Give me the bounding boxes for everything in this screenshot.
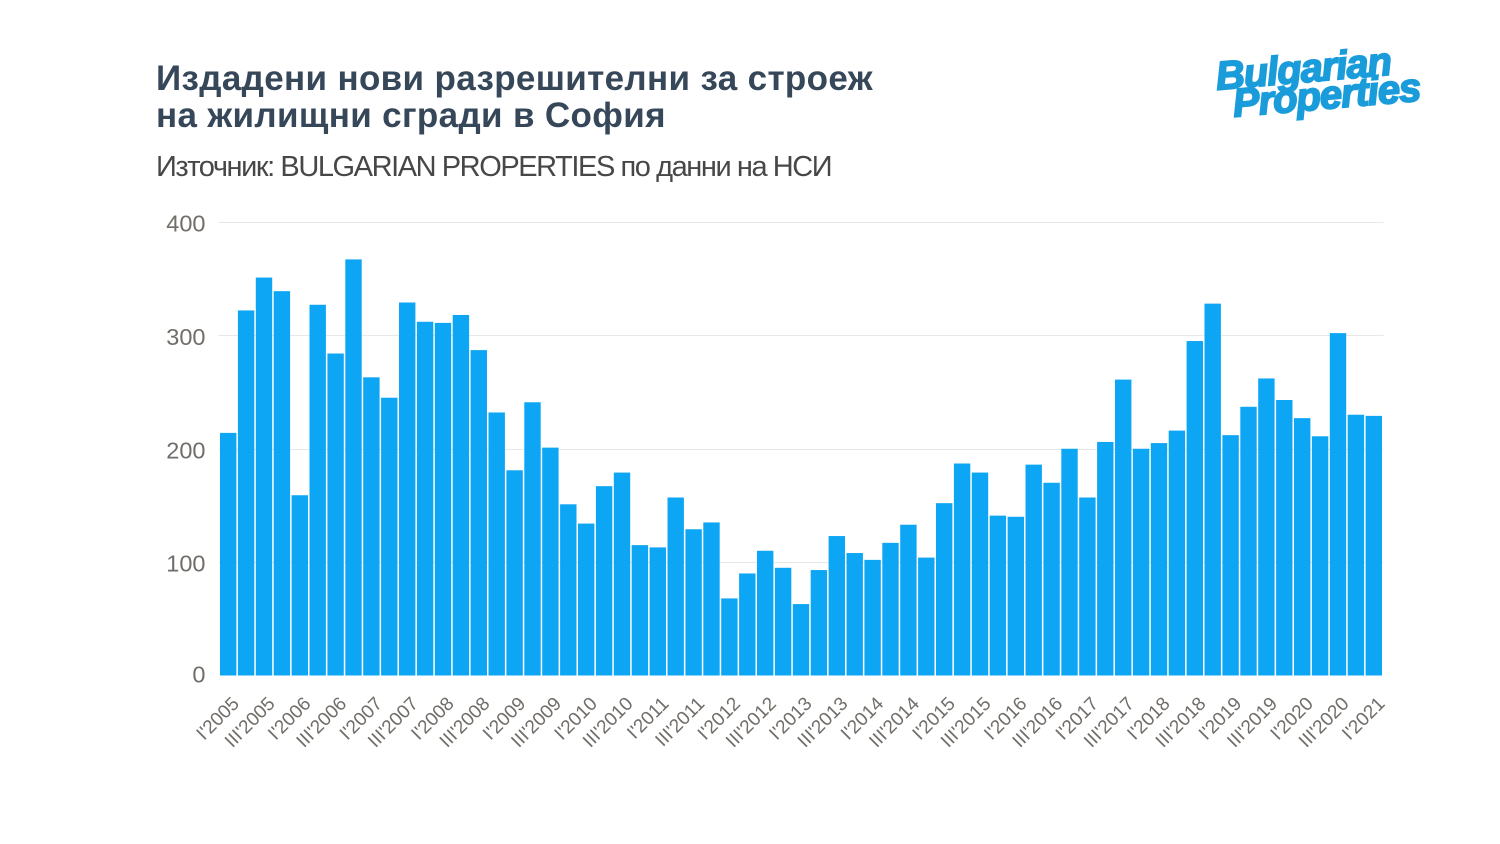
svg-text:400: 400 bbox=[166, 211, 205, 237]
svg-text:300: 300 bbox=[166, 324, 205, 350]
svg-text:100: 100 bbox=[166, 551, 205, 577]
svg-text:200: 200 bbox=[166, 437, 205, 463]
svg-text:0: 0 bbox=[192, 661, 205, 687]
